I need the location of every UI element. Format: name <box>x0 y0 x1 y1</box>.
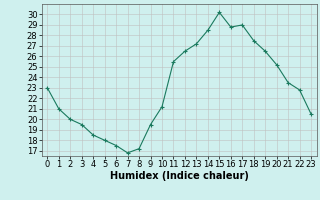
X-axis label: Humidex (Indice chaleur): Humidex (Indice chaleur) <box>110 171 249 181</box>
